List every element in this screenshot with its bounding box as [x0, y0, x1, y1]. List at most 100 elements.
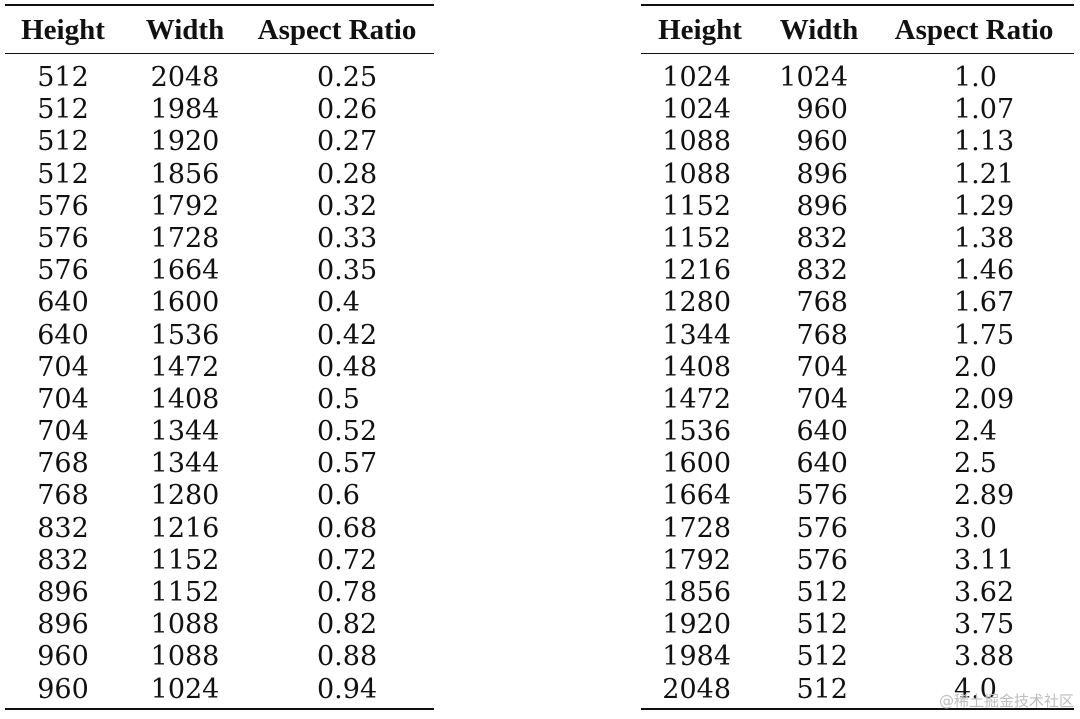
table-row: 1984 512 3.88	[641, 641, 1074, 673]
cell-aspect-ratio: 0.5	[317, 383, 360, 415]
cell-aspect-ratio: 1.0	[954, 62, 997, 93]
cell-aspect-ratio: 1.13	[954, 126, 1015, 158]
cell-width: 1408	[150, 383, 220, 415]
cell-height: 512	[37, 62, 89, 93]
cell-height: 2048	[662, 673, 731, 705]
cell-aspect-ratio: 0.6	[317, 480, 360, 512]
column-header-aspect-ratio: Aspect Ratio	[894, 14, 1054, 46]
cell-height: 1728	[662, 512, 731, 544]
cell-width: 512	[796, 673, 848, 705]
table-row: 576 1664 0.35	[5, 255, 434, 287]
table-header: Height Width Aspect Ratio	[5, 6, 434, 54]
cell-height: 1920	[662, 609, 731, 641]
cell-aspect-ratio: 1.75	[954, 319, 1015, 351]
column-header-height: Height	[658, 14, 742, 46]
cell-width: 768	[796, 319, 848, 351]
cell-width: 1664	[150, 255, 220, 287]
cell-height: 1024	[662, 94, 731, 126]
cell-width: 1344	[150, 448, 220, 480]
cell-width: 1856	[150, 158, 220, 190]
cell-width: 512	[796, 577, 848, 608]
cell-width: 1600	[150, 287, 220, 319]
cell-aspect-ratio: 0.32	[317, 190, 378, 222]
cell-aspect-ratio: 1.38	[954, 222, 1015, 254]
table-row: 512 1920 0.27	[5, 126, 434, 158]
table-row: 1600 640 2.5	[641, 448, 1074, 480]
cell-aspect-ratio: 0.88	[317, 641, 378, 673]
cell-aspect-ratio: 1.67	[954, 287, 1015, 319]
cell-aspect-ratio: 4.0	[954, 673, 997, 705]
table-row: 768 1280 0.6	[5, 480, 434, 512]
cell-width: 1088	[150, 641, 220, 673]
table-row: 640 1536 0.42	[5, 320, 434, 352]
cell-aspect-ratio: 3.11	[954, 544, 1015, 576]
cell-height: 1408	[662, 351, 731, 383]
cell-height: 1152	[662, 222, 731, 254]
cell-height: 704	[37, 383, 89, 415]
cell-width: 960	[796, 126, 848, 158]
table-row: 704 1472 0.48	[5, 352, 434, 384]
cell-aspect-ratio: 1.21	[954, 158, 1015, 190]
cell-height: 1088	[662, 126, 731, 158]
cell-aspect-ratio: 0.52	[317, 416, 378, 448]
cell-aspect-ratio: 0.72	[317, 544, 378, 576]
cell-aspect-ratio: 1.07	[954, 94, 1015, 126]
aspect-ratio-table-left: Height Width Aspect Ratio 512 2048 0.25 512…	[5, 4, 434, 710]
cell-height: 1664	[662, 480, 731, 512]
table-body: 1024 1024 1.0 1024 960 1.07 1088 960 1.13 1088 896…	[641, 54, 1074, 708]
column-header-height: Height	[21, 14, 105, 46]
cell-height: 1536	[662, 416, 731, 448]
cell-height: 1088	[662, 158, 731, 190]
column-header-aspect-ratio: Aspect Ratio	[257, 14, 417, 46]
table-header: Height Width Aspect Ratio	[641, 6, 1074, 54]
cell-width: 1024	[779, 62, 848, 93]
cell-height: 576	[37, 222, 89, 254]
cell-height: 768	[37, 480, 89, 512]
cell-width: 896	[796, 190, 848, 222]
cell-width: 960	[796, 94, 848, 126]
cell-aspect-ratio: 0.68	[317, 512, 378, 544]
cell-width: 704	[796, 351, 848, 383]
cell-width: 1536	[150, 319, 220, 351]
cell-aspect-ratio: 2.4	[954, 416, 997, 448]
cell-aspect-ratio: 0.57	[317, 448, 378, 480]
cell-height: 960	[37, 641, 89, 673]
cell-width: 1920	[150, 126, 220, 158]
cell-aspect-ratio: 0.94	[317, 673, 378, 705]
cell-height: 896	[37, 609, 89, 641]
cell-aspect-ratio: 2.0	[954, 351, 997, 383]
table-row: 2048 512 4.0	[641, 674, 1074, 706]
cell-height: 1344	[662, 319, 731, 351]
cell-width: 1088	[150, 609, 220, 641]
cell-aspect-ratio: 0.4	[317, 287, 360, 319]
cell-height: 768	[37, 448, 89, 480]
table-row: 896 1088 0.82	[5, 609, 434, 641]
table-row: 1664 576 2.89	[641, 480, 1074, 512]
cell-aspect-ratio: 0.78	[317, 577, 378, 608]
table-row: 896 1152 0.78	[5, 577, 434, 609]
cell-height: 512	[37, 94, 89, 126]
table-row: 1920 512 3.75	[641, 609, 1074, 641]
cell-width: 832	[796, 255, 848, 287]
cell-width: 1152	[150, 577, 220, 608]
cell-height: 1216	[662, 255, 731, 287]
cell-height: 832	[37, 544, 89, 576]
cell-height: 1600	[662, 448, 731, 480]
cell-aspect-ratio: 1.46	[954, 255, 1015, 287]
cell-width: 576	[796, 480, 848, 512]
table-row: 576 1792 0.32	[5, 191, 434, 223]
table-row: 1728 576 3.0	[641, 513, 1074, 545]
cell-width: 512	[796, 609, 848, 641]
table-row: 1088 960 1.13	[641, 126, 1074, 158]
cell-height: 1472	[662, 383, 731, 415]
table-row: 960 1088 0.88	[5, 641, 434, 673]
cell-height: 704	[37, 416, 89, 448]
cell-aspect-ratio: 0.33	[317, 222, 378, 254]
cell-height: 704	[37, 351, 89, 383]
table-row: 1152 832 1.38	[641, 223, 1074, 255]
cell-width: 1024	[150, 673, 220, 705]
cell-aspect-ratio: 2.89	[954, 480, 1015, 512]
column-header-width: Width	[145, 14, 225, 46]
cell-aspect-ratio: 0.27	[317, 126, 378, 158]
table-row: 1152 896 1.29	[641, 191, 1074, 223]
